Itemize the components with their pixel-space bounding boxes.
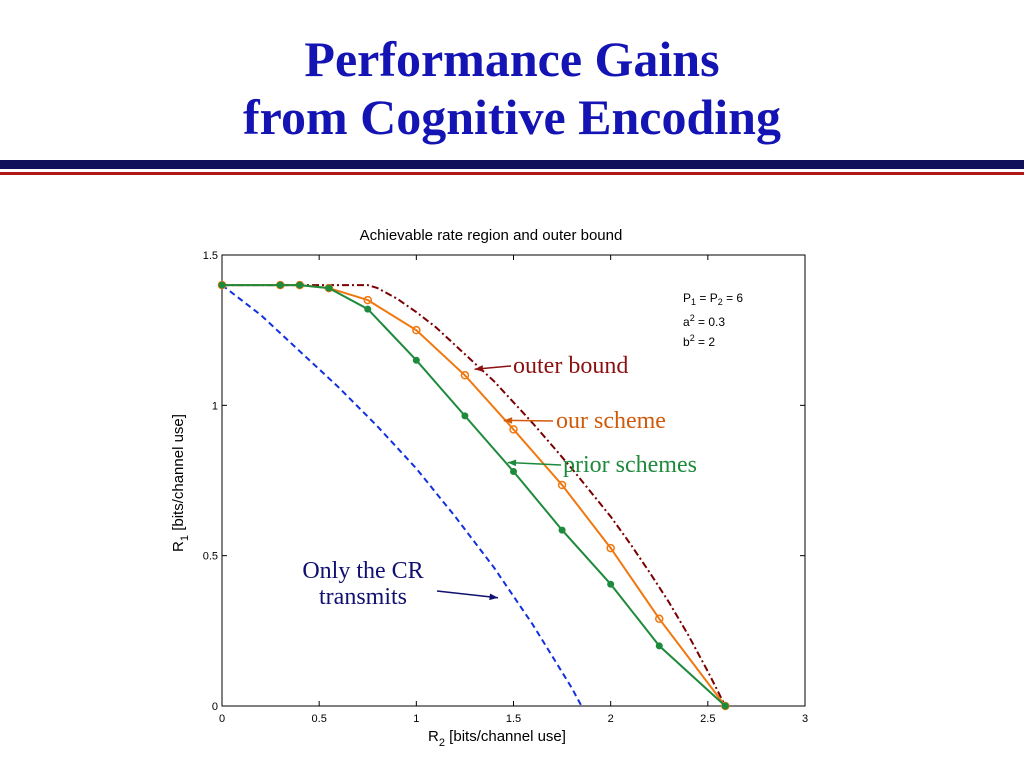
series-point-prior-schemes <box>325 284 333 292</box>
series-point-prior-schemes <box>510 467 517 475</box>
callout-our-scheme: our scheme <box>556 408 666 434</box>
series-point-prior-schemes <box>412 356 420 364</box>
x-tick-label: 0.5 <box>312 713 327 725</box>
y-tick-label: 0 <box>212 701 218 713</box>
y-axis-label-main: R <box>170 541 187 552</box>
y-axis-label-rest: [bits/channel use] <box>170 414 187 535</box>
series-point-our-scheme <box>655 614 664 624</box>
callout-cr-line2: transmits <box>319 584 407 610</box>
series-line-only-the-cr-transmits <box>221 284 583 707</box>
series-point-prior-schemes <box>218 281 226 289</box>
series-line-outer-bound <box>222 284 727 707</box>
param-b-squared: b2 = 2 <box>683 333 715 349</box>
callout-arrowhead <box>507 459 517 467</box>
axis-ticks: 0 0.5 1 1.5 2 2.5 3 0 0.5 1 1.5 <box>203 250 808 725</box>
series-point-our-scheme <box>606 543 615 553</box>
series-point-prior-schemes <box>296 281 304 289</box>
series-line-prior-schemes <box>222 284 726 707</box>
param-a-squared: a2 = 0.3 <box>683 313 725 329</box>
callout-arrows <box>436 365 562 601</box>
series-point-prior-schemes <box>461 412 469 420</box>
y-axis-label: R1 [bits/channel use] <box>170 414 191 552</box>
series-point-prior-schemes <box>364 305 372 313</box>
x-axis-label-sub: 2 <box>439 737 445 749</box>
y-tick-label: 0.5 <box>203 551 218 563</box>
series-point-prior-schemes <box>655 642 663 650</box>
param-powers: P1 = P2 = 6 <box>683 291 743 307</box>
x-axis-label-main: R <box>428 728 439 745</box>
series-point-our-scheme <box>509 425 518 434</box>
slide-title: Performance Gains from Cognitive Encodin… <box>0 30 1024 146</box>
y-tick-label: 1.5 <box>203 250 218 262</box>
slide-title-line2: from Cognitive Encoding <box>243 89 781 145</box>
callout-arrow-line <box>436 590 499 599</box>
y-axis-label-sub: 1 <box>179 535 191 541</box>
callout-arrowhead <box>503 417 513 424</box>
callout-cr-line1: Only the CR <box>302 558 423 584</box>
x-tick-label: 2 <box>608 713 614 725</box>
chart-title: Achievable rate region and outer bound <box>360 227 623 244</box>
title-rule-navy <box>0 160 1024 169</box>
slide-title-line1: Performance Gains <box>304 31 720 87</box>
x-axis-label: R2 [bits/channel use] <box>428 728 566 749</box>
callout-outer-bound: outer bound <box>513 353 628 379</box>
x-tick-label: 3 <box>802 713 808 725</box>
callout-arrowhead <box>489 593 498 601</box>
series-point-our-scheme <box>412 325 421 335</box>
x-tick-label: 1.5 <box>506 713 521 725</box>
title-rule-red <box>0 172 1024 175</box>
callout-arrowhead <box>474 365 484 372</box>
series-point-prior-schemes <box>276 281 284 289</box>
callout-arrow-line <box>507 461 562 466</box>
series-point-our-scheme <box>557 480 567 490</box>
series-point-prior-schemes <box>607 580 615 588</box>
series-line-our-scheme <box>222 284 727 707</box>
x-axis-label-rest: [bits/channel use] <box>445 728 566 745</box>
series-point-prior-schemes <box>558 526 566 534</box>
series-point-prior-schemes <box>721 702 729 710</box>
series-point-our-scheme <box>460 371 470 380</box>
y-tick-label: 1 <box>212 400 218 412</box>
series-point-our-scheme <box>363 295 372 305</box>
callouts: outer bound our scheme prior schemes Onl… <box>302 353 697 610</box>
x-tick-label: 0 <box>219 713 225 725</box>
x-tick-label: 1 <box>413 713 419 725</box>
callout-prior-schemes: prior schemes <box>563 452 697 478</box>
parameter-box: P1 = P2 = 6 a2 = 0.3 b2 = 2 <box>683 291 743 349</box>
series-group <box>217 280 730 711</box>
x-tick-label: 2.5 <box>700 713 715 725</box>
